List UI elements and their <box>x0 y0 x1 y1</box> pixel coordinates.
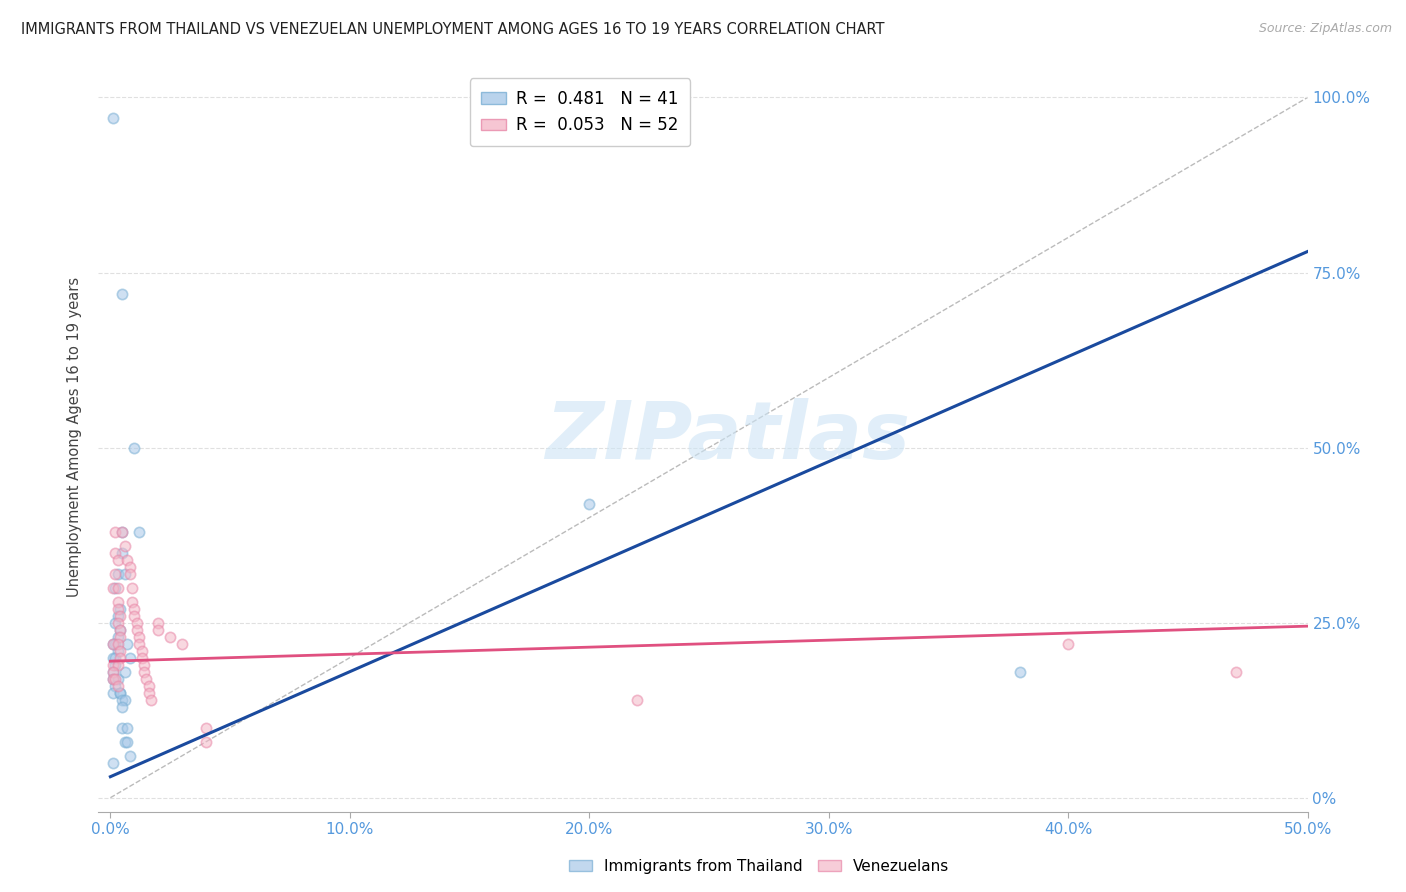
Point <box>108 643 131 657</box>
Point <box>172 637 194 651</box>
Point <box>107 581 129 595</box>
Point <box>107 601 129 615</box>
Point <box>101 650 124 665</box>
Point <box>1057 637 1080 651</box>
Point <box>104 657 127 672</box>
Point <box>108 686 131 700</box>
Point <box>111 699 134 714</box>
Point <box>107 643 129 657</box>
Point <box>114 692 136 706</box>
Point <box>121 594 143 608</box>
Point <box>148 615 170 630</box>
Point <box>124 608 146 623</box>
Point <box>115 552 138 566</box>
Point <box>114 566 136 581</box>
Point <box>107 637 129 651</box>
Point <box>195 734 218 748</box>
Point <box>132 665 155 679</box>
Text: Source: ZipAtlas.com: Source: ZipAtlas.com <box>1258 22 1392 36</box>
Point <box>101 657 124 672</box>
Point <box>108 686 131 700</box>
Point <box>118 650 141 665</box>
Point <box>111 546 134 560</box>
Point <box>128 630 150 644</box>
Point <box>107 615 129 630</box>
Y-axis label: Unemployment Among Ages 16 to 19 years: Unemployment Among Ages 16 to 19 years <box>67 277 83 597</box>
Point <box>107 672 129 686</box>
Point <box>578 497 600 511</box>
Point <box>135 672 157 686</box>
Point <box>107 679 129 693</box>
Point <box>107 594 129 608</box>
Point <box>124 601 146 615</box>
Point <box>101 665 124 679</box>
Point <box>108 623 131 637</box>
Point <box>128 637 150 651</box>
Point <box>104 546 127 560</box>
Point <box>115 721 138 735</box>
Point <box>111 721 134 735</box>
Point <box>108 608 131 623</box>
Point <box>101 637 124 651</box>
Point <box>101 112 124 126</box>
Point <box>148 623 170 637</box>
Point <box>101 756 124 770</box>
Point <box>104 637 127 651</box>
Point <box>107 608 129 623</box>
Point <box>104 679 127 693</box>
Point <box>108 601 131 615</box>
Text: IMMIGRANTS FROM THAILAND VS VENEZUELAN UNEMPLOYMENT AMONG AGES 16 TO 19 YEARS CO: IMMIGRANTS FROM THAILAND VS VENEZUELAN U… <box>21 22 884 37</box>
Text: ZIPatlas: ZIPatlas <box>544 398 910 476</box>
Point <box>114 665 136 679</box>
Point <box>107 657 129 672</box>
Point <box>121 581 143 595</box>
Point <box>104 615 127 630</box>
Point <box>139 692 162 706</box>
Point <box>104 650 127 665</box>
Legend: Immigrants from Thailand, Venezuelans: Immigrants from Thailand, Venezuelans <box>562 853 956 880</box>
Point <box>101 665 124 679</box>
Point <box>107 630 129 644</box>
Point <box>131 643 153 657</box>
Point <box>125 623 148 637</box>
Point <box>107 566 129 581</box>
Point <box>125 615 148 630</box>
Point <box>1225 665 1247 679</box>
Point <box>132 657 155 672</box>
Point <box>128 524 150 539</box>
Point <box>108 623 131 637</box>
Point <box>114 734 136 748</box>
Point <box>118 748 141 763</box>
Point <box>107 552 129 566</box>
Point <box>111 524 134 539</box>
Point <box>118 566 141 581</box>
Point <box>108 650 131 665</box>
Point <box>626 692 648 706</box>
Point <box>138 686 160 700</box>
Point <box>115 637 138 651</box>
Point <box>101 672 124 686</box>
Point <box>138 679 160 693</box>
Point <box>118 559 141 574</box>
Point <box>101 686 124 700</box>
Point <box>131 650 153 665</box>
Point <box>111 524 134 539</box>
Point <box>104 672 127 686</box>
Point <box>159 630 181 644</box>
Point <box>1010 665 1032 679</box>
Point <box>101 637 124 651</box>
Point <box>195 721 218 735</box>
Point <box>124 441 146 455</box>
Point <box>111 692 134 706</box>
Point <box>104 524 127 539</box>
Point <box>101 581 124 595</box>
Legend: R =  0.481   N = 41, R =  0.053   N = 52: R = 0.481 N = 41, R = 0.053 N = 52 <box>470 78 690 146</box>
Point <box>104 566 127 581</box>
Point <box>114 539 136 553</box>
Point <box>104 581 127 595</box>
Point <box>101 672 124 686</box>
Point <box>111 286 134 301</box>
Point <box>108 630 131 644</box>
Point <box>115 734 138 748</box>
